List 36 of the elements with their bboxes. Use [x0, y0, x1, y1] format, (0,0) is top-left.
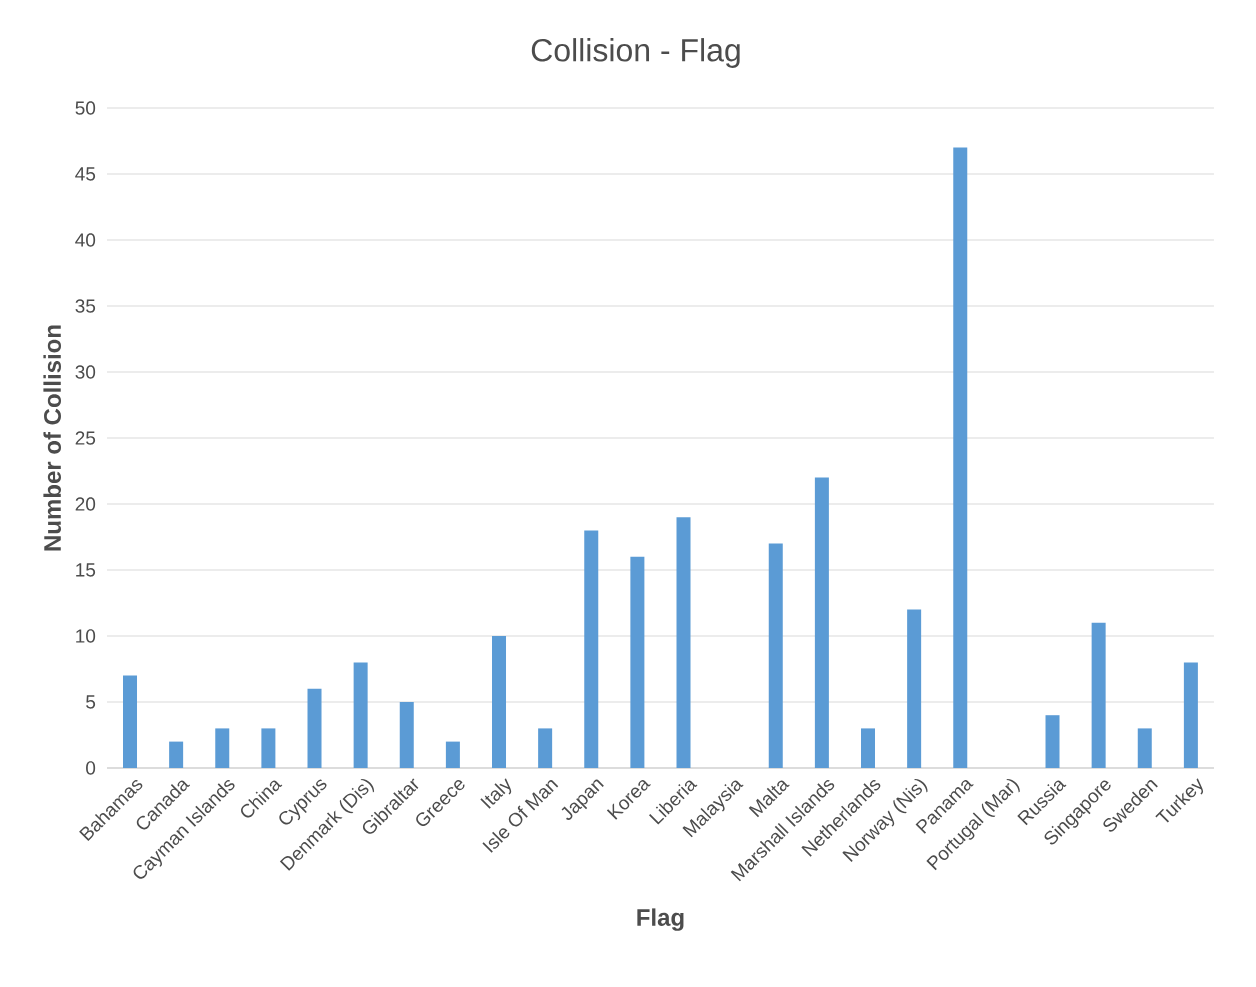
y-tick-label: 0: [86, 761, 96, 775]
bar: [953, 147, 968, 768]
bar: [676, 517, 691, 768]
bar: [445, 741, 460, 768]
y-axis-title: Number of Collision: [43, 325, 61, 551]
y-tick-label: 30: [75, 365, 96, 379]
y-tick-label: 20: [75, 497, 96, 511]
bar: [399, 702, 414, 768]
bar: [492, 636, 507, 768]
x-axis-title: Flag: [637, 908, 684, 931]
bar: [307, 688, 322, 768]
y-tick-label: 45: [75, 167, 96, 181]
bar: [215, 728, 230, 768]
bar: [538, 728, 553, 768]
y-tick-label: 5: [86, 695, 96, 709]
bar: [768, 543, 783, 768]
bar: [630, 556, 645, 768]
y-tick-label: 10: [76, 629, 96, 643]
bar: [1183, 662, 1198, 768]
bar: [814, 477, 829, 768]
y-tick-label: 40: [75, 233, 96, 247]
bar: [123, 675, 138, 768]
bar: [861, 728, 876, 768]
bar: [584, 530, 599, 768]
y-tick-label: 35: [75, 299, 96, 313]
y-tick-label: 15: [76, 563, 96, 577]
bar: [1045, 715, 1060, 768]
bar: [1137, 728, 1152, 768]
bar: [353, 662, 368, 768]
bar: [261, 728, 276, 768]
chart-title: Collision - Flag: [531, 38, 740, 68]
y-tick-label: 25: [75, 431, 96, 445]
bar: [907, 609, 922, 768]
bar: [1091, 622, 1106, 768]
y-tick-label: 50: [75, 101, 96, 115]
bar: [169, 741, 184, 768]
